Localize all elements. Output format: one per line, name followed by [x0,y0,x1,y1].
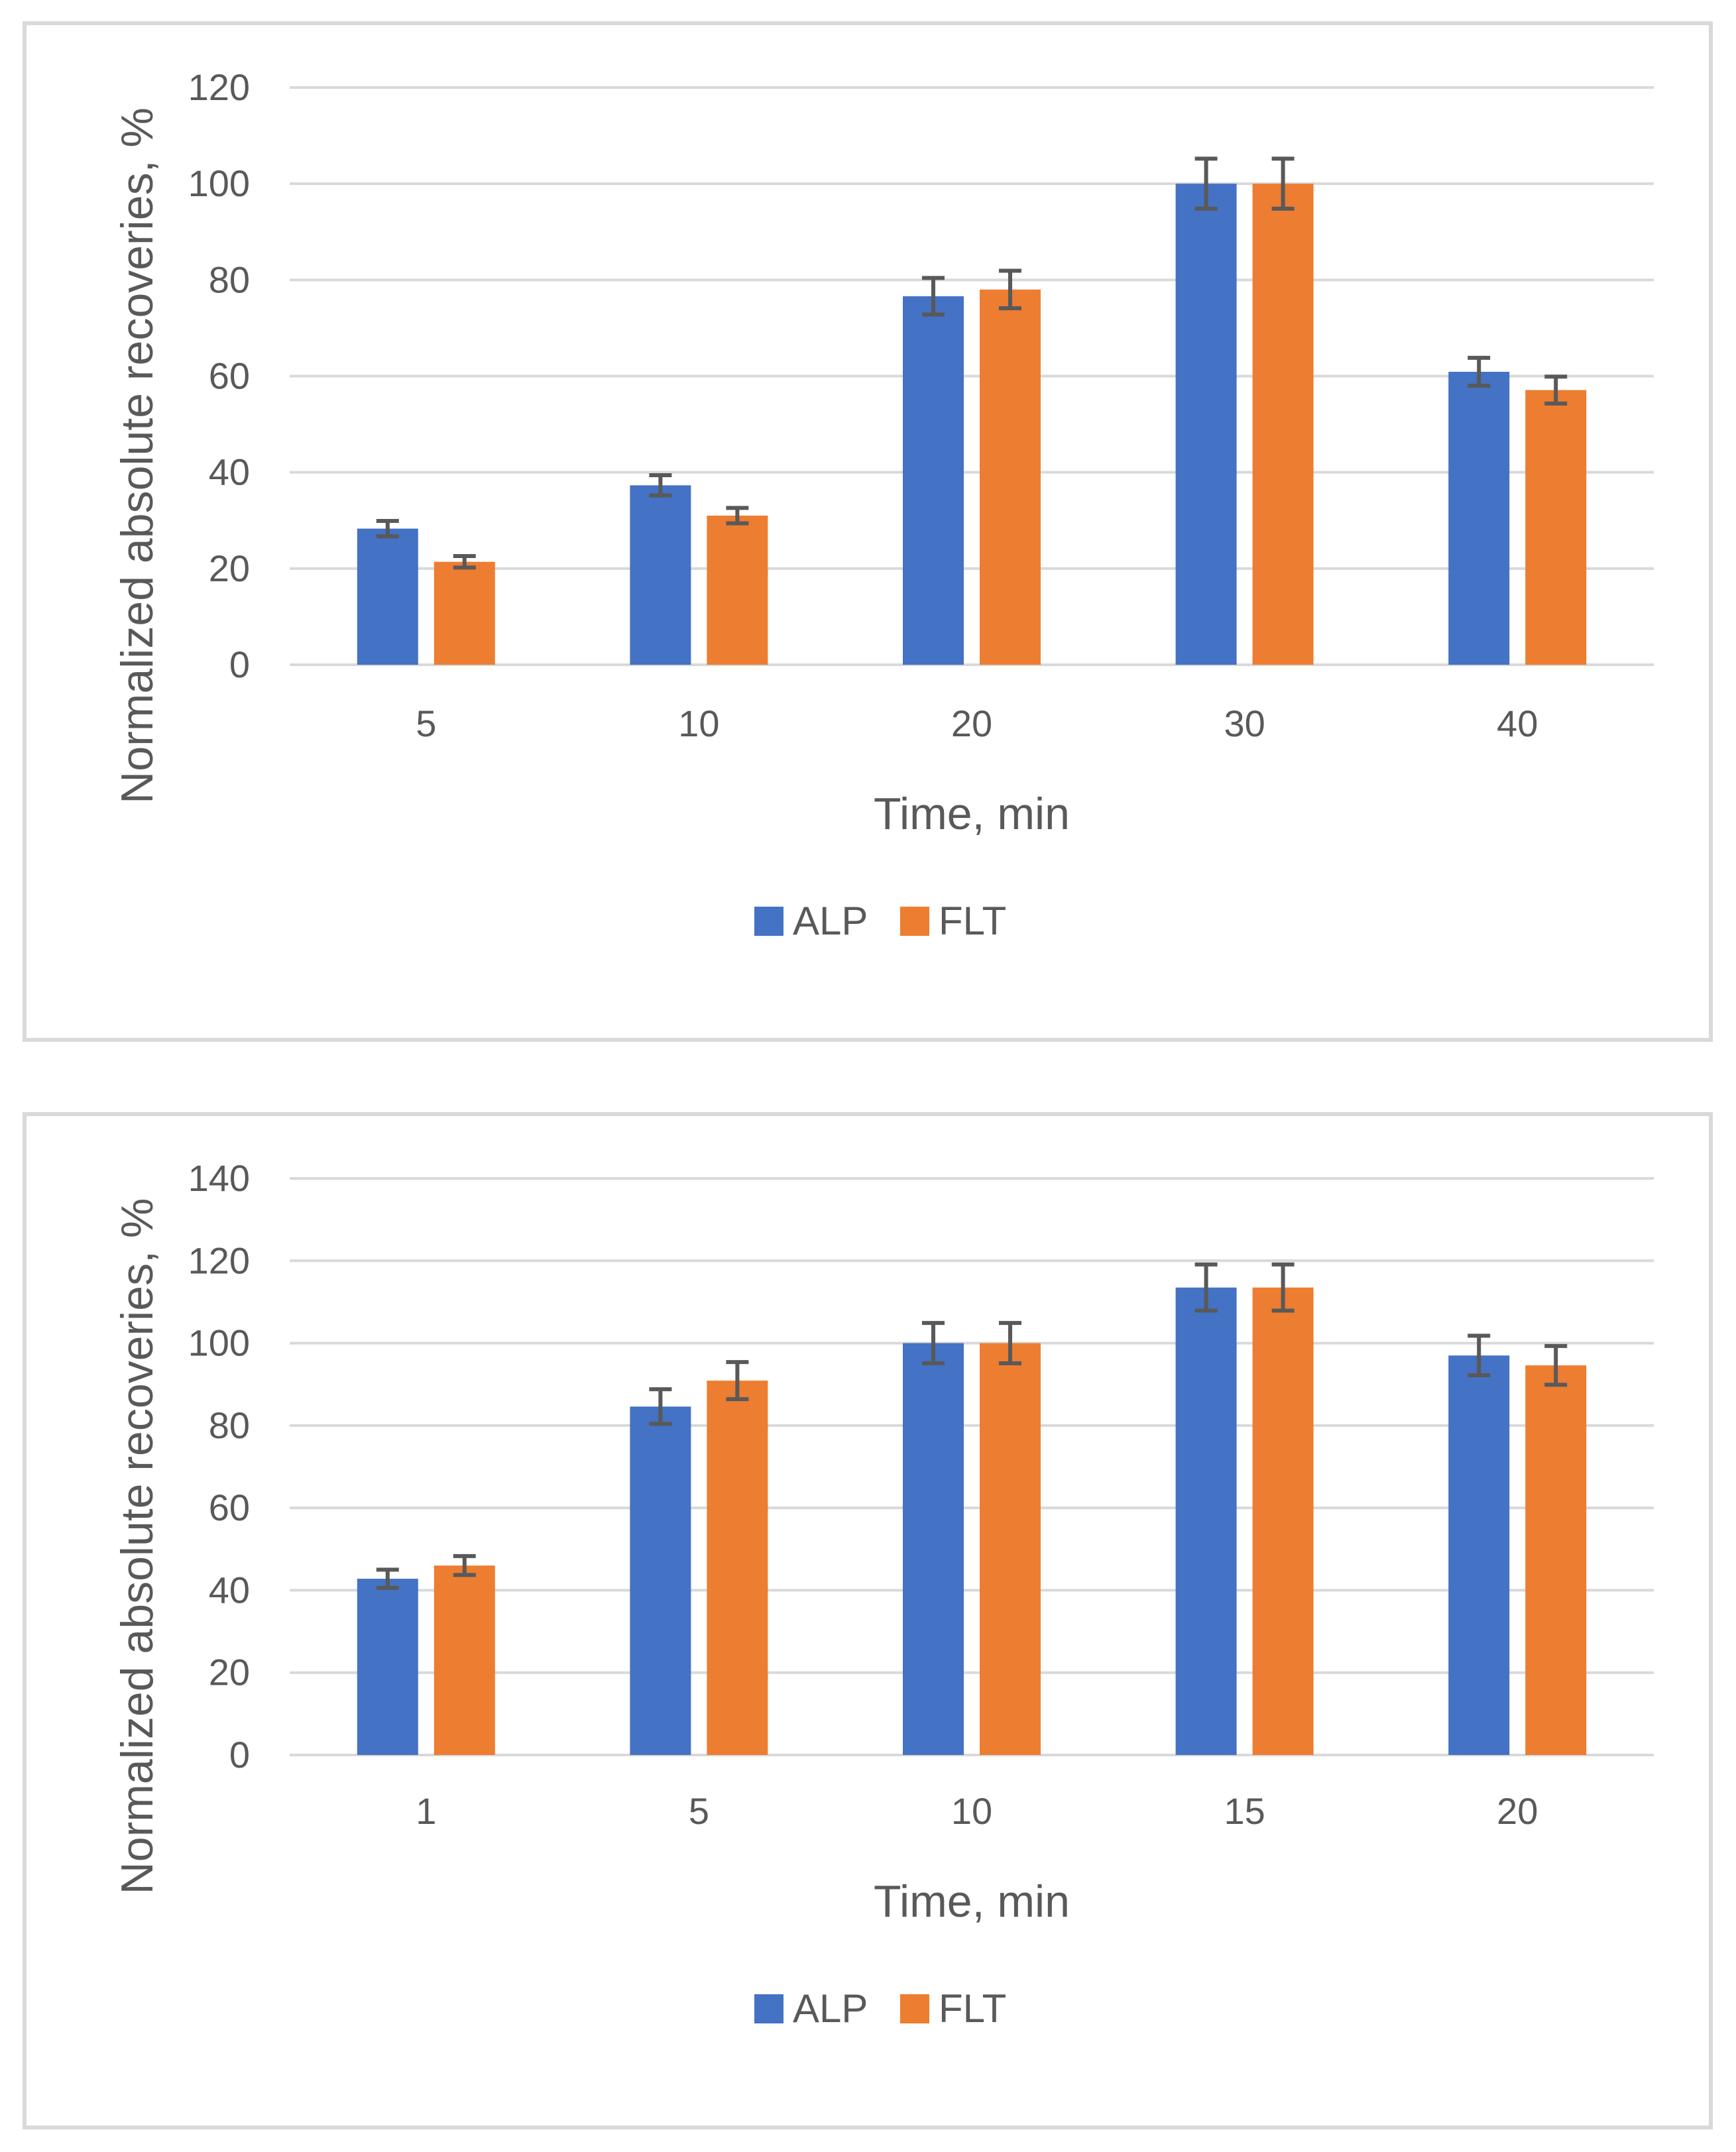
y-tick-label: 100 [188,162,250,204]
x-tick-label: 20 [1497,1790,1538,1832]
bar-flt [434,1565,495,1755]
x-tick-label: 40 [1497,703,1538,744]
legend-label-alp: ALP [793,899,868,943]
y-tick-label: 80 [209,1404,250,1446]
chart-top: 0 20 40 60 80 100 120 5 10 20 30 40 Time, min Normali… [112,66,1654,943]
x-tick-label: 10 [678,703,719,744]
x-axis-title: Time, min [874,789,1070,839]
y-tick-label: 60 [209,355,250,397]
bar-flt [980,289,1041,665]
x-tick-label: 5 [689,1790,709,1832]
bar-flt [707,1381,768,1755]
bar-flt [1525,1365,1587,1755]
bar-alp [1175,184,1237,665]
y-tick-label: 80 [209,258,250,300]
bar-flt [434,561,495,665]
bar-flt [707,515,768,665]
bar-alp [630,485,691,665]
y-tick-label: 0 [229,644,250,685]
bar-flt [1252,184,1314,665]
bar-flt [980,1343,1041,1755]
y-axis-title: Normalized absolute recoveries, % [112,1198,162,1895]
bar-flt [1252,1287,1314,1755]
chart-panel-top: 0 20 40 60 80 100 120 5 10 20 30 40 Time, min Normali… [23,21,1713,1042]
bar-alp [903,296,964,665]
bar-flt [1525,390,1587,665]
y-tick-label: 40 [209,451,250,493]
bar-alp [903,1343,964,1755]
legend-label-flt: FLT [939,1986,1006,2031]
x-tick-label: 20 [951,703,992,744]
bar-alp [1448,1355,1510,1755]
legend-swatch-alp [754,907,783,936]
bar-alp [630,1406,691,1755]
legend-swatch-alp [754,1994,783,2023]
y-tick-label: 20 [209,547,250,589]
y-tick-label: 120 [188,66,250,108]
y-tick-label: 0 [229,1734,250,1776]
x-tick-label: 30 [1224,703,1265,744]
legend-swatch-flt [900,907,929,936]
x-tick-label: 15 [1224,1790,1265,1832]
x-tick-label: 5 [416,703,436,744]
legend-label-flt: FLT [939,899,1006,943]
y-tick-label: 40 [209,1569,250,1611]
chart-panel-bottom: 0 20 40 60 80 100 120 140 1 5 10 15 20 Time, min Norma… [23,1112,1713,2129]
y-tick-label: 100 [188,1322,250,1364]
x-axis-title: Time, min [874,1876,1070,1927]
legend-swatch-flt [900,1994,929,2023]
bar-alp [1175,1287,1237,1755]
x-tick-label: 10 [951,1790,992,1832]
y-tick-label: 120 [188,1239,250,1281]
bar-alp [357,1579,418,1755]
legend-label-alp: ALP [793,1986,868,2031]
bar-alp [357,528,418,665]
y-tick-label: 20 [209,1652,250,1693]
bar-alp [1448,371,1510,665]
y-tick-label: 140 [188,1157,250,1199]
y-axis-title: Normalized absolute recoveries, % [112,107,162,804]
x-tick-label: 1 [416,1790,436,1832]
y-tick-label: 60 [209,1487,250,1528]
